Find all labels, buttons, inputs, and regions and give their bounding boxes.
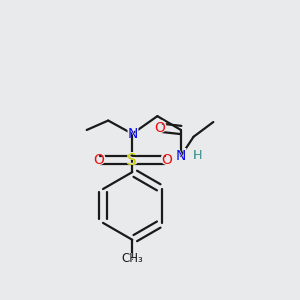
Text: CH₃: CH₃ [122,252,143,266]
Text: O: O [93,153,104,167]
Text: O: O [91,151,106,169]
Text: O: O [154,121,165,135]
Text: S: S [126,151,139,169]
Text: N: N [174,147,188,165]
Text: O: O [161,153,172,167]
Text: S: S [128,153,137,168]
Text: N: N [125,125,139,143]
Text: O: O [152,119,167,137]
Text: N: N [127,127,137,141]
Text: H: H [191,149,203,163]
Text: H: H [192,149,202,162]
Text: N: N [176,149,186,163]
Text: CH₃: CH₃ [118,252,146,266]
Text: H: H [191,148,203,164]
Text: H: H [192,149,202,162]
Text: O: O [159,151,173,169]
